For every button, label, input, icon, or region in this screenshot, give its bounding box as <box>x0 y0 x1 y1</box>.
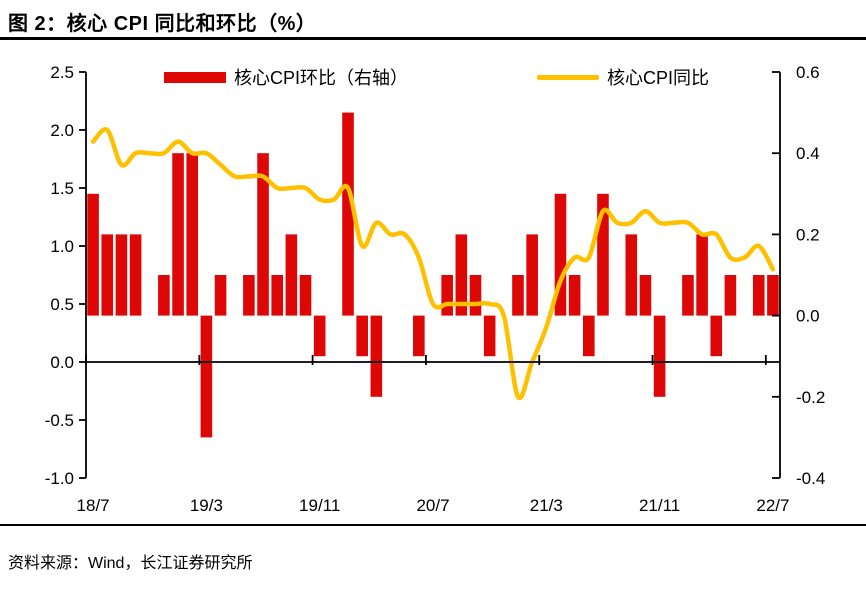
left-axis-label: 2.5 <box>50 63 74 82</box>
x-axis-label: 20/7 <box>416 496 449 515</box>
legend-label-yoy: 核心CPI同比 <box>607 68 710 88</box>
mom-bar <box>512 275 524 316</box>
line-swatch-icon <box>537 74 599 80</box>
right-axis-label: 0.2 <box>796 225 820 244</box>
bar-swatch-icon <box>164 71 226 83</box>
legend-item-mom: 核心CPI环比（右轴） <box>164 66 408 88</box>
x-axis-label: 19/3 <box>190 496 223 515</box>
x-axis-label: 19/11 <box>299 496 340 515</box>
mom-bar <box>214 275 227 316</box>
figure-title: 图 2：核心 CPI 同比和环比（%） <box>8 13 317 35</box>
mom-bar <box>625 234 638 316</box>
mom-bar <box>370 315 383 397</box>
left-axis-label: 1.0 <box>50 237 74 256</box>
mom-bar <box>724 275 737 316</box>
mom-bar <box>413 315 425 357</box>
title-underline <box>0 37 866 40</box>
mom-bar <box>200 315 213 438</box>
mom-bar <box>299 275 312 316</box>
mom-bar <box>597 193 609 316</box>
mom-bar <box>767 275 779 316</box>
mom-bar <box>172 153 184 316</box>
x-axis-label: 22/7 <box>756 496 789 515</box>
mom-bar <box>582 315 595 357</box>
mom-bar <box>526 234 538 316</box>
mom-bar <box>271 275 284 316</box>
right-axis-label: 0.0 <box>796 307 820 326</box>
mom-bar <box>682 275 694 316</box>
mom-bar <box>158 275 170 316</box>
left-axis-label: 2.0 <box>50 121 74 140</box>
mom-bar <box>101 234 114 316</box>
legend-label-mom: 核心CPI环比（右轴） <box>234 68 409 88</box>
mom-bar <box>285 234 298 316</box>
right-axis-label: 0.4 <box>796 144 820 163</box>
mom-bar <box>568 275 581 316</box>
mom-bar <box>129 234 142 316</box>
source-note: 资料来源：Wind，长江证券研究所 <box>8 555 253 572</box>
mom-bar <box>752 275 765 316</box>
mom-bar <box>653 315 666 397</box>
left-axis-label: 0.0 <box>50 353 74 372</box>
mom-bar <box>257 153 269 316</box>
left-axis-label: 1.5 <box>50 179 74 198</box>
right-axis-label: -0.2 <box>796 388 825 407</box>
x-axis-label: 18/7 <box>77 496 110 515</box>
x-axis-label: 21/3 <box>530 496 563 515</box>
mom-bar <box>696 234 708 316</box>
right-axis-label: 0.6 <box>796 63 820 82</box>
mom-bar <box>186 153 199 316</box>
left-axis-label: -0.5 <box>45 411 74 430</box>
yoy-line <box>90 127 776 401</box>
mom-bar <box>115 234 128 316</box>
x-axis-label: 21/11 <box>639 496 680 515</box>
mom-bar <box>469 275 482 316</box>
mom-bar <box>441 275 453 316</box>
left-axis-label: 0.5 <box>50 295 74 314</box>
right-axis-label: -0.4 <box>796 469 825 488</box>
figure-bottom-rule <box>0 524 866 526</box>
mom-bar <box>87 193 99 316</box>
mom-bar <box>554 193 567 316</box>
legend-item-yoy: 核心CPI同比 <box>537 66 709 88</box>
mom-bar <box>342 112 354 316</box>
mom-bar <box>483 315 496 357</box>
mom-bar <box>356 315 368 357</box>
mom-bar <box>243 275 255 316</box>
mom-bar <box>710 315 723 357</box>
mom-bar <box>313 315 326 357</box>
left-axis-label: -1.0 <box>45 469 74 488</box>
mom-bar <box>639 275 652 316</box>
mom-bar <box>455 234 468 316</box>
